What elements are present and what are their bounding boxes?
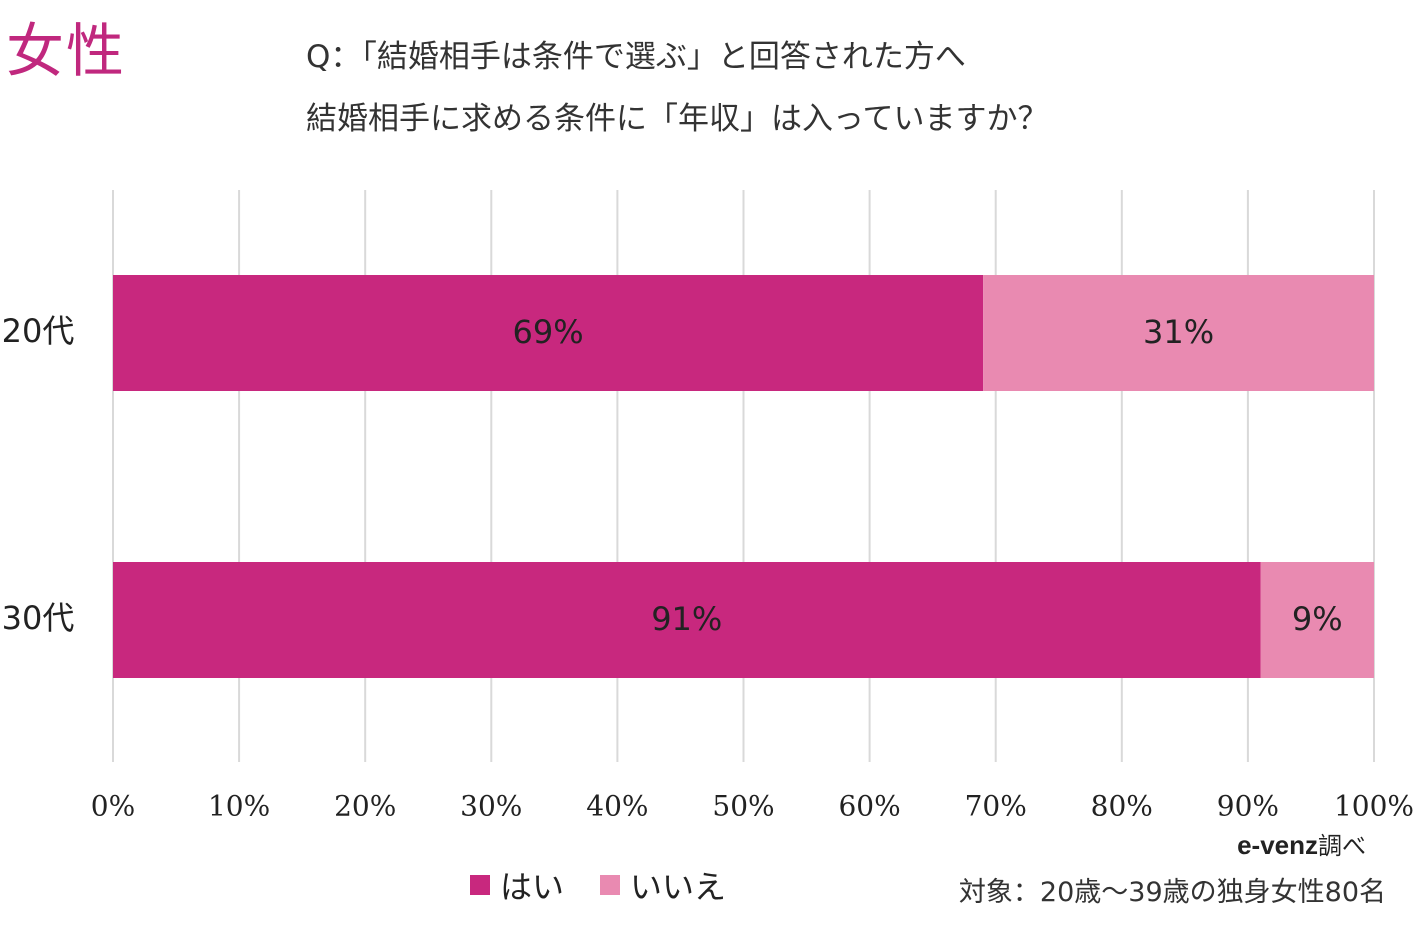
x-tick-label: 10%: [208, 790, 270, 823]
x-tick-label: 20%: [334, 790, 396, 823]
bar-segment: [113, 275, 984, 391]
question-line-2: 結婚相手に求める条件に「年収」は入っていますか？: [306, 101, 1049, 137]
credit-brand: e-venz: [1237, 830, 1318, 860]
x-tick-label: 70%: [965, 790, 1027, 823]
x-tick-label: 90%: [1217, 790, 1279, 823]
chart-legend: はい いいえ: [470, 862, 762, 908]
data-label: 91%: [651, 600, 722, 638]
x-tick-label: 40%: [586, 790, 648, 823]
x-tick-label: 60%: [838, 790, 900, 823]
data-label: 9%: [1292, 600, 1343, 638]
x-tick-label: 100%: [1334, 790, 1414, 823]
legend-item-yes: はい: [470, 862, 564, 908]
x-tick-label: 50%: [712, 790, 774, 823]
bar-segment: [1260, 562, 1374, 678]
legend-label-yes: はい: [500, 868, 565, 906]
x-tick-label: 30%: [460, 790, 522, 823]
data-label: 69%: [512, 313, 583, 351]
category-label: 30代: [2, 599, 75, 637]
legend-swatch-yes: [470, 875, 490, 895]
bar-segment: [983, 275, 1374, 391]
legend-item-no: いいえ: [600, 862, 726, 908]
legend-swatch-no: [600, 875, 621, 895]
question-text: Q：「結婚相手は条件で選ぶ」と回答された方へ 結婚相手に求める条件に「年収」は入…: [306, 26, 1048, 150]
category-label: 20代: [2, 312, 75, 350]
x-tick-label: 0%: [91, 790, 135, 823]
data-label: 31%: [1143, 313, 1214, 351]
gender-badge: 女性: [6, 17, 127, 85]
question-line-1: Q：「結婚相手は条件で選ぶ」と回答された方へ: [306, 39, 966, 75]
credit-suffix: 調べ: [1318, 832, 1366, 860]
bar-segment: [113, 562, 1261, 678]
legend-label-no: いいえ: [630, 868, 727, 906]
stacked-bar-chart: 69% 31% 91% 9% 0% 10% 20% 30% 40% 50% 60% 70% 80% 90…: [2, 190, 1414, 823]
survey-footnote: 対象：20歳〜39歳の独身女性80名: [958, 877, 1386, 908]
source-credit: e-venz調べ: [1237, 826, 1366, 861]
x-tick-label: 80%: [1091, 790, 1153, 823]
